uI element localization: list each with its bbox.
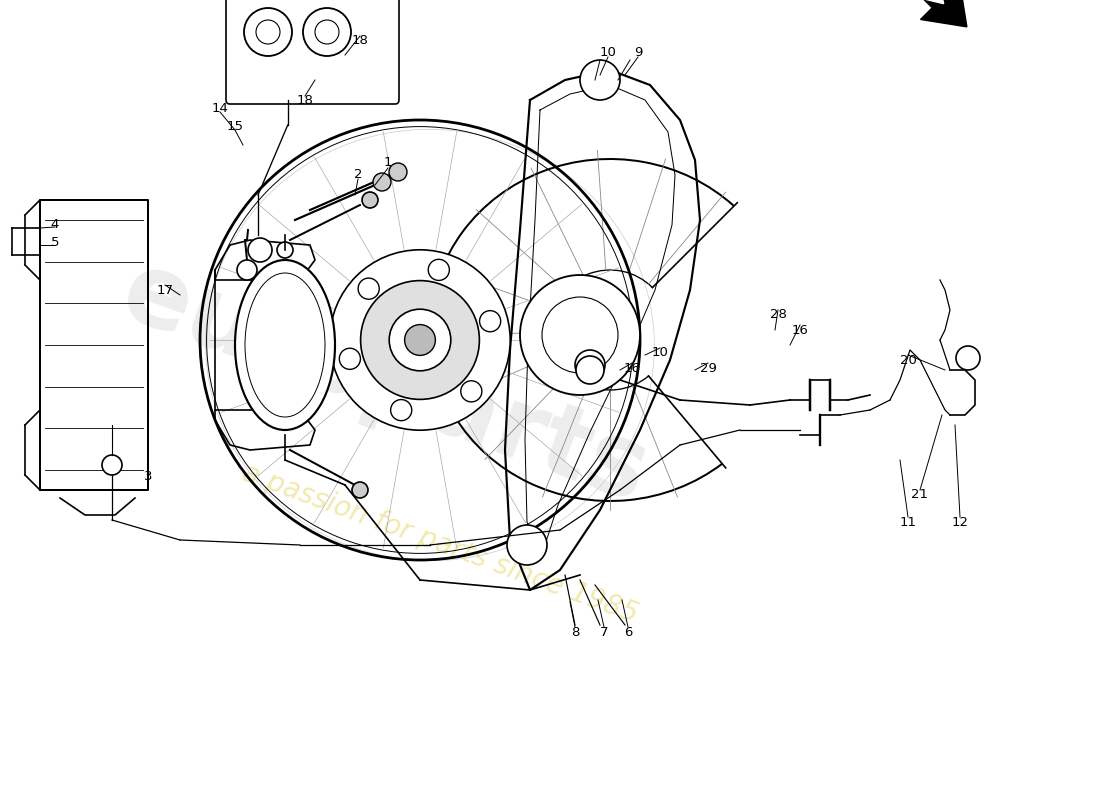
Text: 8: 8 (571, 626, 580, 638)
Circle shape (359, 278, 380, 299)
Circle shape (390, 399, 411, 421)
Text: 14: 14 (211, 102, 229, 114)
Circle shape (389, 163, 407, 181)
Circle shape (373, 173, 390, 191)
Circle shape (236, 260, 257, 280)
Text: 16: 16 (624, 362, 640, 374)
Circle shape (339, 348, 361, 370)
FancyBboxPatch shape (226, 0, 399, 104)
Circle shape (461, 381, 482, 402)
Circle shape (428, 259, 450, 281)
Text: 21: 21 (912, 489, 928, 502)
Circle shape (580, 60, 620, 100)
Text: 29: 29 (700, 362, 716, 374)
Circle shape (405, 325, 436, 355)
Circle shape (507, 525, 547, 565)
Circle shape (244, 8, 292, 56)
Circle shape (330, 250, 510, 430)
Text: 20: 20 (900, 354, 916, 366)
Text: 10: 10 (651, 346, 669, 359)
Text: 9: 9 (634, 46, 642, 58)
Text: 28: 28 (770, 309, 786, 322)
Text: europarts: europarts (109, 244, 661, 524)
Text: 16: 16 (792, 323, 808, 337)
Circle shape (277, 242, 293, 258)
Circle shape (389, 309, 451, 371)
Circle shape (576, 356, 604, 384)
Circle shape (361, 281, 480, 399)
Circle shape (956, 346, 980, 370)
Circle shape (575, 350, 605, 380)
Text: 3: 3 (144, 470, 152, 483)
Circle shape (248, 238, 272, 262)
Text: 10: 10 (600, 46, 616, 58)
FancyArrow shape (828, 0, 944, 4)
Text: 17: 17 (156, 283, 174, 297)
Text: 1: 1 (384, 157, 393, 170)
Text: 4: 4 (51, 218, 59, 230)
FancyArrow shape (817, 0, 967, 27)
Circle shape (302, 8, 351, 56)
Circle shape (362, 192, 378, 208)
Text: 2: 2 (354, 169, 362, 182)
Text: 12: 12 (952, 515, 968, 529)
Text: 18: 18 (297, 94, 313, 106)
Ellipse shape (235, 260, 336, 430)
Text: 6: 6 (624, 626, 632, 638)
Circle shape (520, 275, 640, 395)
Text: 11: 11 (900, 515, 916, 529)
Circle shape (480, 310, 501, 332)
Circle shape (352, 482, 368, 498)
Circle shape (102, 455, 122, 475)
Text: 7: 7 (600, 626, 608, 638)
Text: 18: 18 (352, 34, 368, 46)
Text: 5: 5 (51, 235, 59, 249)
Text: a passion for parts since 1985: a passion for parts since 1985 (238, 459, 642, 629)
Text: 15: 15 (227, 119, 243, 133)
